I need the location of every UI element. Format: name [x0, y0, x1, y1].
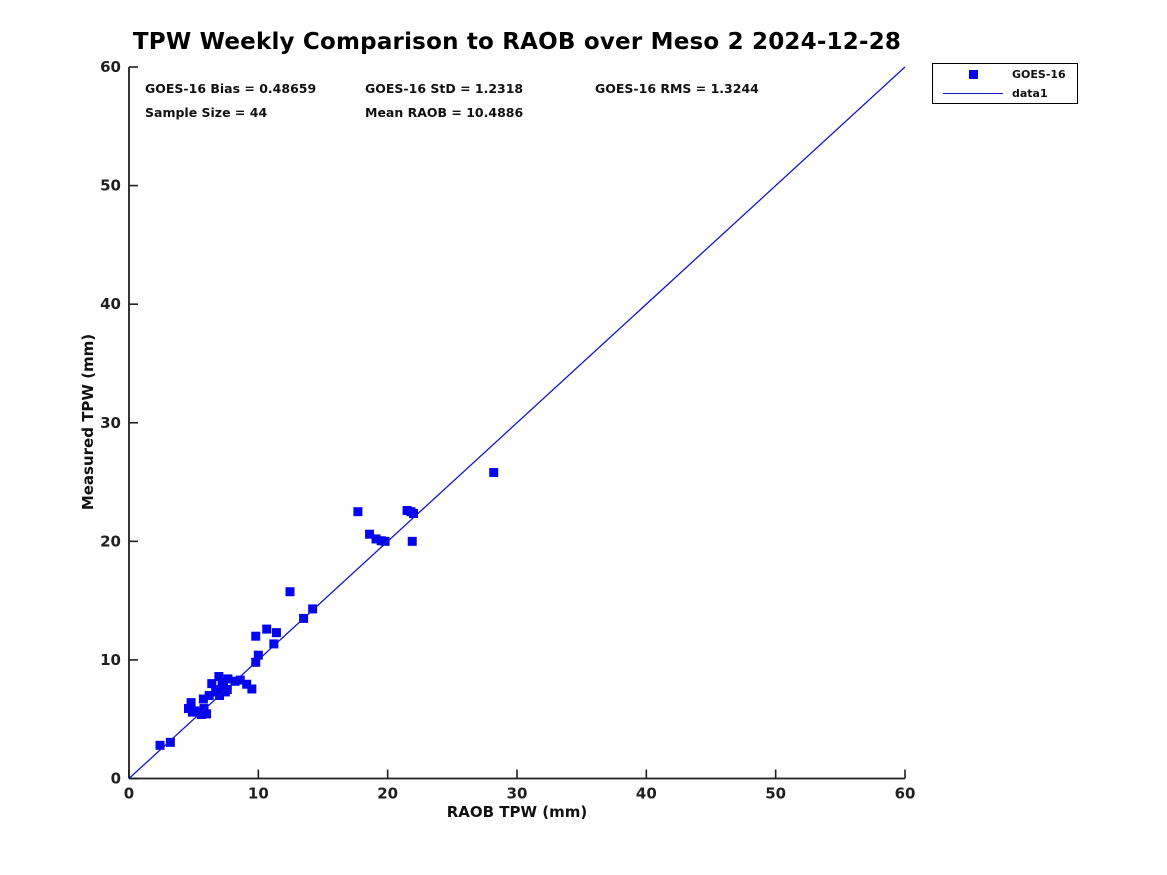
stat-bias: GOES-16 Bias = 0.48659: [145, 81, 317, 96]
legend-swatch-area: [943, 69, 1003, 79]
x-tick-label: 20: [377, 785, 398, 803]
scatter-point: [247, 684, 257, 694]
scatter-point: [489, 468, 499, 478]
stat-std: GOES-16 StD = 1.2318: [365, 81, 524, 96]
scatter-point: [214, 672, 224, 682]
scatter-point: [365, 529, 375, 539]
scatter-point: [285, 587, 295, 597]
scatter-point: [186, 698, 196, 708]
scatter-point: [207, 679, 217, 689]
y-axis-label: Measured TPW (mm): [79, 333, 97, 511]
y-tick-label: 20: [100, 532, 121, 550]
scatter-point: [251, 631, 261, 641]
scatter-point: [218, 680, 228, 690]
chart-title: TPW Weekly Comparison to RAOB over Meso …: [132, 29, 902, 55]
scatter-point: [269, 639, 279, 649]
scatter-point: [409, 508, 419, 518]
scatter-point: [371, 534, 381, 544]
identity-line: [128, 66, 906, 779]
scatter-point: [223, 674, 233, 684]
legend-entry-data1: data1: [933, 84, 1077, 102]
x-tick-label: 30: [507, 785, 528, 803]
scatter-point: [155, 740, 165, 750]
scatter-point: [353, 507, 363, 517]
stat-sample-size: Sample Size = 44: [145, 105, 268, 120]
scatter-point: [271, 628, 281, 638]
legend-label: GOES-16: [1012, 67, 1066, 81]
scatter-point: [407, 536, 417, 546]
legend-entry-goes16: GOES-16: [933, 65, 1077, 83]
stat-mean-raob: Mean RAOB = 10.4886: [365, 105, 524, 120]
scatter-point: [202, 709, 212, 719]
y-tick-label: 10: [100, 651, 121, 669]
legend-box: GOES-16 data1: [932, 63, 1078, 104]
square-marker-icon: [968, 69, 978, 79]
scatter-point: [262, 624, 272, 634]
y-tick-label: 50: [100, 177, 121, 195]
y-tick-label: 30: [100, 414, 121, 432]
x-tick-label: 0: [124, 785, 134, 803]
scatter-point: [204, 690, 214, 700]
scatter-point: [198, 694, 208, 704]
x-tick-label: 40: [636, 785, 657, 803]
scatter-point: [380, 536, 390, 546]
scatter-point: [308, 604, 318, 614]
scatter-point: [235, 675, 245, 685]
scatter-point: [242, 679, 252, 689]
x-tick-label: 10: [248, 785, 269, 803]
line-swatch-icon: [943, 92, 1003, 94]
legend-label: data1: [1012, 86, 1048, 100]
scatter-point: [190, 706, 200, 716]
scatter-point: [222, 685, 232, 695]
x-axis-label: RAOB TPW (mm): [446, 803, 588, 821]
y-tick-label: 40: [100, 295, 121, 313]
scatter-point: [199, 704, 209, 714]
legend-swatch-area: [943, 92, 1003, 94]
scatter-point: [253, 650, 263, 660]
x-tick-label: 50: [765, 785, 786, 803]
scatter-point: [196, 709, 206, 719]
y-tick-label: 0: [111, 770, 121, 788]
x-tick-label: 60: [895, 785, 916, 803]
y-tick-label: 60: [100, 58, 121, 76]
scatter-point: [214, 685, 224, 695]
stat-rms: GOES-16 RMS = 1.3244: [595, 81, 759, 96]
scatter-point: [165, 737, 175, 747]
